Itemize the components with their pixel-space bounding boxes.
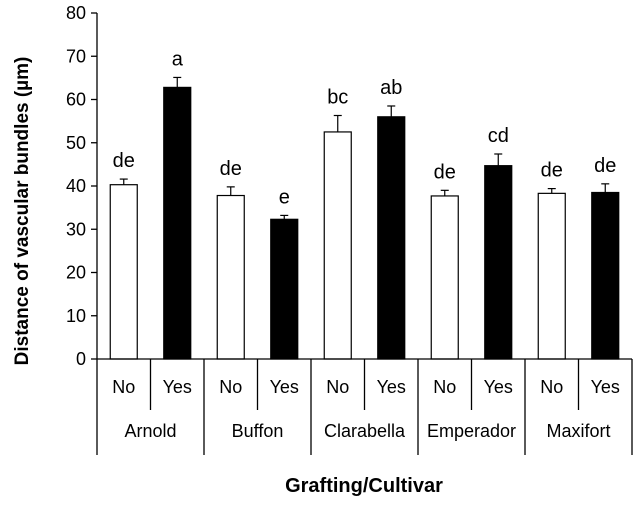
significance-letter: e — [279, 186, 290, 208]
y-tick-label: 20 — [66, 263, 86, 283]
y-axis-title: Distance of vascular bundles (µm) — [12, 57, 33, 366]
y-tick-label: 10 — [66, 306, 86, 326]
bar-no — [537, 192, 566, 360]
bar-no — [216, 194, 245, 360]
y-tick-label: 0 — [76, 349, 86, 369]
significance-letter: de — [541, 160, 563, 182]
bar-no — [430, 195, 459, 360]
x-group-label: Buffon — [232, 421, 284, 441]
significance-letter: a — [172, 48, 184, 70]
bar-yes — [270, 218, 299, 360]
x-category-label: Yes — [377, 377, 406, 397]
significance-letter: de — [220, 158, 242, 180]
significance-letter: de — [113, 150, 135, 172]
y-tick-label: 70 — [66, 46, 86, 66]
x-group-label: Arnold — [124, 421, 176, 441]
bar-no — [323, 131, 352, 360]
x-category-label: No — [326, 377, 349, 397]
x-group-label: Clarabella — [324, 421, 406, 441]
significance-letter: de — [594, 155, 616, 177]
significance-letter: cd — [488, 125, 509, 147]
bar-yes — [591, 191, 620, 360]
x-category-label: Yes — [163, 377, 192, 397]
bar-no — [109, 184, 138, 360]
x-category-label: Yes — [591, 377, 620, 397]
y-tick-label: 30 — [66, 219, 86, 239]
bar-yes — [377, 116, 406, 360]
x-category-label: Yes — [484, 377, 513, 397]
x-group-label: Maxifort — [546, 421, 610, 441]
x-category-label: No — [219, 377, 242, 397]
bar-yes — [484, 165, 513, 360]
y-tick-label: 50 — [66, 133, 86, 153]
y-axis: 0 10 20 30 40 50 60 70 80 — [66, 3, 98, 369]
y-tick-label: 40 — [66, 176, 86, 196]
x-category-label: No — [433, 377, 456, 397]
significance-letter: bc — [327, 87, 348, 109]
x-category-label: No — [540, 377, 563, 397]
x-axis-title: Grafting/Cultivar — [285, 475, 443, 497]
significance-letter: ab — [380, 77, 402, 99]
x-category-label: No — [112, 377, 135, 397]
x-axis: No Yes Arnold No Yes Buffon No Yes Clarabella No Y… — [96, 358, 633, 455]
bars: de a de e bc ab de cd de de — [109, 48, 620, 360]
significance-letter: de — [434, 161, 456, 183]
x-group-label: Emperador — [427, 421, 516, 441]
x-category-label: Yes — [270, 377, 299, 397]
y-tick-label: 80 — [66, 3, 86, 23]
bar-yes — [163, 86, 192, 360]
y-tick-label: 60 — [66, 90, 86, 110]
